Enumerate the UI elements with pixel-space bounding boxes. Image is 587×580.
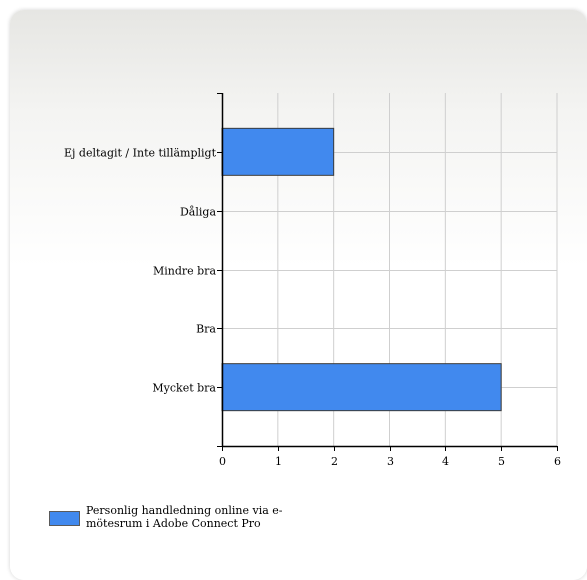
bar-4 bbox=[222, 364, 501, 411]
x-tick-label-1: 1 bbox=[275, 455, 282, 468]
legend: Personlig handledning online via e-mötes… bbox=[49, 504, 291, 530]
x-tick-label-6: 6 bbox=[554, 455, 561, 468]
y-tick-label-4: Mycket bra bbox=[152, 382, 216, 395]
x-tick-label-5: 5 bbox=[498, 455, 505, 468]
y-tick-label-3: Bra bbox=[196, 323, 216, 336]
legend-label: Personlig handledning online via e-mötes… bbox=[86, 504, 291, 530]
y-tick-label-2: Mindre bra bbox=[153, 265, 216, 278]
x-tick-label-0: 0 bbox=[219, 455, 226, 468]
bar-0 bbox=[222, 128, 334, 175]
x-tick-label-3: 3 bbox=[387, 455, 394, 468]
y-tick-label-1: Dåliga bbox=[180, 206, 216, 219]
x-tick-label-2: 2 bbox=[331, 455, 338, 468]
x-tick-label-4: 4 bbox=[442, 455, 449, 468]
y-tick-label-0: Ej deltagit / Inte tillämpligt bbox=[64, 147, 217, 160]
legend-swatch bbox=[49, 511, 80, 526]
